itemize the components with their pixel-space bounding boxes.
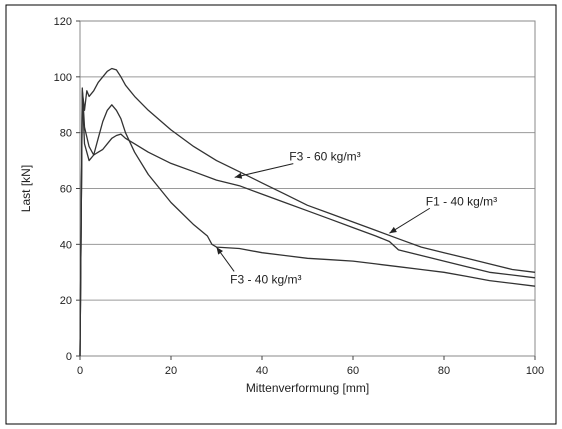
y-tick-label: 20 <box>60 295 72 307</box>
annotations: F3 - 60 kg/m³ F1 - 40 kg/m³ F3 - 40 kg/m³ <box>216 150 497 286</box>
y-tick-label: 80 <box>60 128 72 140</box>
series-line-2 <box>79 87 536 357</box>
y-tick-label: 40 <box>60 239 72 251</box>
annotation-label-1: F3 - 60 kg/m³ <box>289 150 360 164</box>
series-lines <box>79 67 536 357</box>
x-axis-title: Mittenverformung [mm] <box>246 381 369 395</box>
x-tick-label: 80 <box>438 365 450 377</box>
x-tick-label: 0 <box>77 365 83 377</box>
series-line-3 <box>79 92 536 357</box>
y-tick-label: 0 <box>66 351 72 363</box>
y-tick-label: 100 <box>54 72 72 84</box>
annotation-arrowhead-3 <box>216 247 223 255</box>
y-tick-label: 60 <box>60 184 72 196</box>
annotation-label-3: F3 - 40 kg/m³ <box>230 272 301 286</box>
x-tick-label: 100 <box>526 365 544 377</box>
x-tick-label: 40 <box>256 365 268 377</box>
series-line-1 <box>79 67 536 357</box>
y-tick-label: 120 <box>54 16 72 28</box>
x-tick-label: 20 <box>165 365 177 377</box>
annotation-label-2: F1 - 40 kg/m³ <box>426 194 497 208</box>
x-tick-label: 60 <box>347 365 359 377</box>
annotation-arrow-1 <box>234 163 294 178</box>
figure-frame <box>5 4 557 425</box>
y-axis-title: Last [kN] <box>19 165 33 212</box>
annotation-arrowhead-2 <box>389 226 397 234</box>
axis-ticks: 0 20 40 60 80 100 120 0 20 40 60 80 100 <box>54 16 545 377</box>
annotation-arrowhead-1 <box>234 172 243 179</box>
annotation-arrow-2 <box>389 207 431 234</box>
